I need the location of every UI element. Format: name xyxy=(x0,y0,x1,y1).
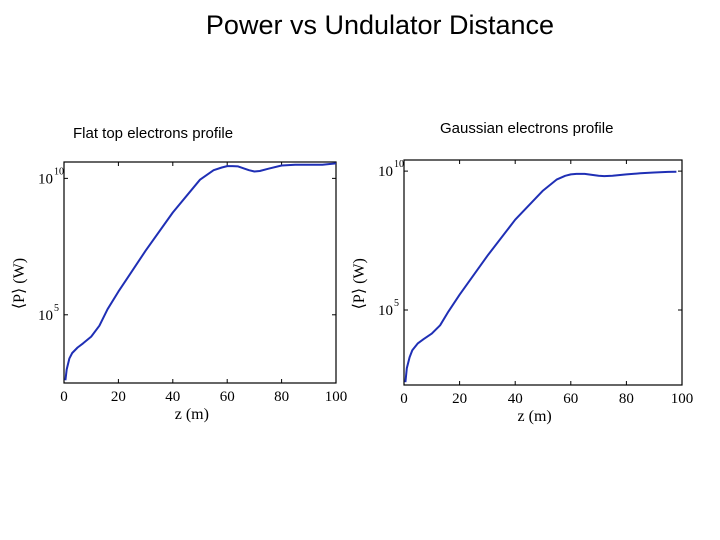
svg-text:10: 10 xyxy=(394,159,404,170)
svg-text:10: 10 xyxy=(378,303,393,319)
svg-text:5: 5 xyxy=(394,298,399,309)
slide-title: Power vs Undulator Distance xyxy=(205,10,555,40)
x-tick-label: 40 xyxy=(508,391,523,407)
y-axis-label: ⟨P⟩ (W) xyxy=(351,258,368,309)
x-tick-label: 60 xyxy=(563,391,578,407)
x-axis-label: z (m) xyxy=(518,408,552,425)
y-tick-label: 10 5 xyxy=(38,303,59,324)
x-tick-label: 80 xyxy=(274,389,289,405)
svg-text:10: 10 xyxy=(378,164,393,180)
y-tick-label: 10 5 xyxy=(378,298,399,319)
x-tick-label: 100 xyxy=(325,389,348,405)
chart-title-flat-top: Flat top electrons profile xyxy=(73,125,234,142)
x-tick-label: 100 xyxy=(671,391,694,407)
series-line xyxy=(404,170,677,383)
x-tick-label: 20 xyxy=(452,391,467,407)
y-axis-label: ⟨P⟩ (W) xyxy=(11,258,28,309)
y-tick-label: 10 10 xyxy=(38,166,64,187)
x-tick-label: 0 xyxy=(400,391,408,407)
x-tick-label: 80 xyxy=(619,391,634,407)
svg-text:5: 5 xyxy=(54,303,59,314)
x-axis-label: z (m) xyxy=(175,406,209,423)
x-tick-label: 60 xyxy=(220,389,235,405)
x-tick-label: 20 xyxy=(111,389,126,405)
x-tick-label: 40 xyxy=(165,389,180,405)
plot-frame xyxy=(403,159,683,386)
series-line xyxy=(64,162,337,381)
svg-text:10: 10 xyxy=(54,166,64,177)
svg-text:10: 10 xyxy=(38,308,53,324)
y-tick-label: 10 10 xyxy=(378,159,404,180)
chart-title-gaussian: Gaussian electrons profile xyxy=(440,120,614,137)
x-tick-label: 0 xyxy=(60,389,68,405)
svg-text:10: 10 xyxy=(38,171,53,187)
plot-frame xyxy=(63,161,337,384)
